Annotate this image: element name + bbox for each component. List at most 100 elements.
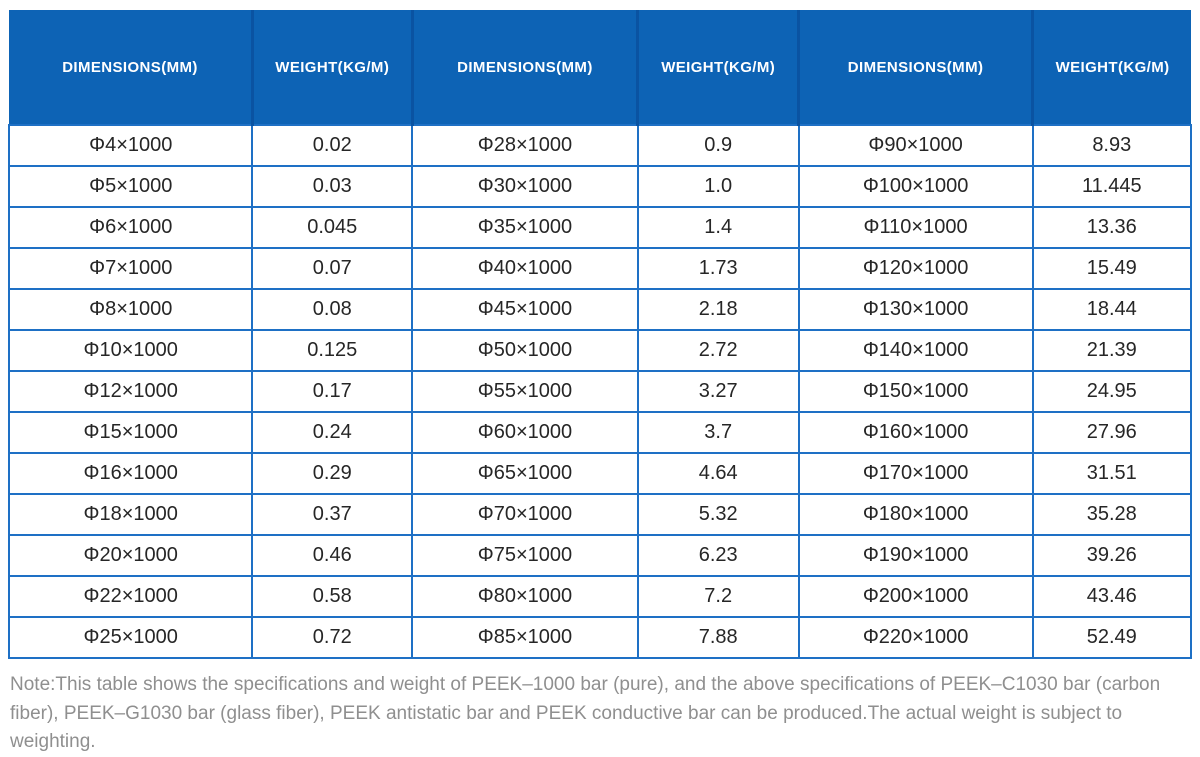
weight-cell: 52.49 <box>1031 616 1193 659</box>
weight-cell: 0.29 <box>251 452 414 495</box>
dimension-cell: Φ90×1000 <box>797 124 1034 167</box>
weight-cell: 0.9 <box>636 124 800 167</box>
dimension-cell: Φ6×1000 <box>7 206 254 249</box>
dimension-cell: Φ140×1000 <box>797 329 1034 372</box>
dimension-cell: Φ80×1000 <box>411 575 639 618</box>
weight-cell: 43.46 <box>1031 575 1193 618</box>
weight-cell: 24.95 <box>1031 370 1193 413</box>
weight-cell: 0.07 <box>251 247 414 290</box>
dimension-cell: Φ8×1000 <box>7 288 254 331</box>
dimension-cell: Φ220×1000 <box>797 616 1034 659</box>
dimension-cell: Φ22×1000 <box>7 575 254 618</box>
dimension-cell: Φ16×1000 <box>7 452 254 495</box>
table-row: Φ18×1000 0.37 Φ70×1000 5.32 Φ180×1000 35.28 <box>7 493 1193 536</box>
weight-cell: 3.7 <box>636 411 800 454</box>
table-row: Φ4×1000 0.02 Φ28×1000 0.9 Φ90×1000 8.93 <box>7 124 1193 167</box>
col-header-weight: WEIGHT(KG/M) <box>1031 10 1191 126</box>
weight-cell: 18.44 <box>1031 288 1193 331</box>
dimension-cell: Φ180×1000 <box>797 493 1034 536</box>
weight-cell: 21.39 <box>1031 329 1193 372</box>
weight-cell: 27.96 <box>1031 411 1193 454</box>
weight-cell: 2.72 <box>636 329 800 372</box>
dimension-cell: Φ15×1000 <box>7 411 254 454</box>
dimension-cell: Φ60×1000 <box>411 411 639 454</box>
weight-cell: 0.08 <box>251 288 414 331</box>
dimension-cell: Φ45×1000 <box>411 288 639 331</box>
dimension-cell: Φ28×1000 <box>411 124 639 167</box>
peek-bar-spec-table: DIMENSIONS(MM) WEIGHT(KG/M) DIMENSIONS(MM)… <box>7 10 1193 659</box>
weight-cell: 35.28 <box>1031 493 1193 536</box>
dimension-cell: Φ190×1000 <box>797 534 1034 577</box>
weight-cell: 11.445 <box>1031 165 1193 208</box>
weight-cell: 2.18 <box>636 288 800 331</box>
table-header: DIMENSIONS(MM) WEIGHT(KG/M) DIMENSIONS(MM)… <box>9 10 1191 126</box>
table-row: Φ10×1000 0.125 Φ50×1000 2.72 Φ140×1000 21.39 <box>7 329 1193 372</box>
weight-cell: 13.36 <box>1031 206 1193 249</box>
weight-cell: 1.4 <box>636 206 800 249</box>
dimension-cell: Φ200×1000 <box>797 575 1034 618</box>
dimension-cell: Φ12×1000 <box>7 370 254 413</box>
table-row: Φ16×1000 0.29 Φ65×1000 4.64 Φ170×1000 31.51 <box>7 452 1193 495</box>
dimension-cell: Φ70×1000 <box>411 493 639 536</box>
dimension-cell: Φ35×1000 <box>411 206 639 249</box>
dimension-cell: Φ160×1000 <box>797 411 1034 454</box>
dimension-cell: Φ7×1000 <box>7 247 254 290</box>
table-row: Φ5×1000 0.03 Φ30×1000 1.0 Φ100×1000 11.445 <box>7 165 1193 208</box>
weight-cell: 5.32 <box>636 493 800 536</box>
weight-cell: 0.24 <box>251 411 414 454</box>
weight-cell: 7.88 <box>636 616 800 659</box>
table-row: Φ25×1000 0.72 Φ85×1000 7.88 Φ220×1000 52.49 <box>7 616 1193 659</box>
weight-cell: 31.51 <box>1031 452 1193 495</box>
col-header-dimensions: DIMENSIONS(MM) <box>410 10 638 126</box>
dimension-cell: Φ150×1000 <box>797 370 1034 413</box>
dimension-cell: Φ4×1000 <box>7 124 254 167</box>
col-header-weight: WEIGHT(KG/M) <box>250 10 413 126</box>
table-row: Φ15×1000 0.24 Φ60×1000 3.7 Φ160×1000 27.96 <box>7 411 1193 454</box>
dimension-cell: Φ40×1000 <box>411 247 639 290</box>
dimension-cell: Φ25×1000 <box>7 616 254 659</box>
weight-cell: 0.125 <box>251 329 414 372</box>
weight-cell: 0.045 <box>251 206 414 249</box>
dimension-cell: Φ5×1000 <box>7 165 254 208</box>
weight-cell: 0.72 <box>251 616 414 659</box>
weight-cell: 1.73 <box>636 247 800 290</box>
weight-cell: 3.27 <box>636 370 800 413</box>
table-row: Φ7×1000 0.07 Φ40×1000 1.73 Φ120×1000 15.49 <box>7 247 1193 290</box>
table-row: Φ12×1000 0.17 Φ55×1000 3.27 Φ150×1000 24.95 <box>7 370 1193 413</box>
weight-cell: 15.49 <box>1031 247 1193 290</box>
table-body: Φ4×1000 0.02 Φ28×1000 0.9 Φ90×1000 8.93 Φ5×100… <box>7 124 1193 659</box>
dimension-cell: Φ75×1000 <box>411 534 639 577</box>
col-header-dimensions: DIMENSIONS(MM) <box>9 10 253 126</box>
weight-cell: 0.02 <box>251 124 414 167</box>
weight-cell: 0.03 <box>251 165 414 208</box>
weight-cell: 0.17 <box>251 370 414 413</box>
dimension-cell: Φ65×1000 <box>411 452 639 495</box>
dimension-cell: Φ18×1000 <box>7 493 254 536</box>
col-header-weight: WEIGHT(KG/M) <box>636 10 799 126</box>
dimension-cell: Φ55×1000 <box>411 370 639 413</box>
weight-cell: 7.2 <box>636 575 800 618</box>
dimension-cell: Φ50×1000 <box>411 329 639 372</box>
table-row: Φ20×1000 0.46 Φ75×1000 6.23 Φ190×1000 39.26 <box>7 534 1193 577</box>
weight-cell: 39.26 <box>1031 534 1193 577</box>
weight-cell: 4.64 <box>636 452 800 495</box>
dimension-cell: Φ10×1000 <box>7 329 254 372</box>
dimension-cell: Φ170×1000 <box>797 452 1034 495</box>
dimension-cell: Φ100×1000 <box>797 165 1034 208</box>
weight-cell: 8.93 <box>1031 124 1193 167</box>
weight-cell: 0.46 <box>251 534 414 577</box>
weight-cell: 1.0 <box>636 165 800 208</box>
table-row: Φ8×1000 0.08 Φ45×1000 2.18 Φ130×1000 18.44 <box>7 288 1193 331</box>
col-header-dimensions: DIMENSIONS(MM) <box>797 10 1033 126</box>
dimension-cell: Φ20×1000 <box>7 534 254 577</box>
dimension-cell: Φ85×1000 <box>411 616 639 659</box>
weight-cell: 0.37 <box>251 493 414 536</box>
header-row: DIMENSIONS(MM) WEIGHT(KG/M) DIMENSIONS(MM)… <box>9 10 1191 126</box>
weight-cell: 0.58 <box>251 575 414 618</box>
table-row: Φ6×1000 0.045 Φ35×1000 1.4 Φ110×1000 13.36 <box>7 206 1193 249</box>
dimension-cell: Φ120×1000 <box>797 247 1034 290</box>
table-note: Note:This table shows the specifications… <box>10 674 1161 752</box>
dimension-cell: Φ110×1000 <box>797 206 1034 249</box>
weight-cell: 6.23 <box>636 534 800 577</box>
